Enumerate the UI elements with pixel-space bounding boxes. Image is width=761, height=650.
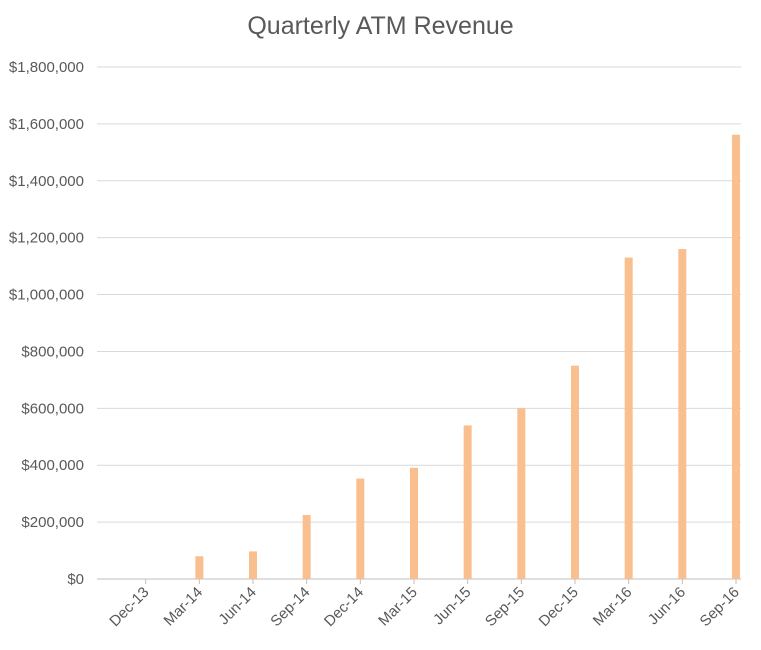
y-tick-label: $1,400,000 xyxy=(9,173,84,190)
x-tick-label: Sep-15 xyxy=(482,584,528,630)
bar xyxy=(410,467,418,579)
y-tick-label: $1,200,000 xyxy=(9,230,84,247)
chart-title: Quarterly ATM Revenue xyxy=(247,12,514,40)
bar xyxy=(302,515,311,579)
bar xyxy=(624,257,633,579)
bar xyxy=(732,134,740,579)
bar xyxy=(356,478,365,579)
y-tick-label: $1,600,000 xyxy=(9,116,84,133)
y-tick-label: $200,000 xyxy=(21,514,84,531)
y-tick-label: $0 xyxy=(67,571,84,588)
x-tick-label: Sep-16 xyxy=(697,584,743,630)
y-tick-label: $1,800,000 xyxy=(9,59,84,76)
y-tick-label: $600,000 xyxy=(21,400,84,417)
x-tick-label: Mar-15 xyxy=(375,584,421,630)
bar xyxy=(463,425,472,579)
y-tick-label: $800,000 xyxy=(21,343,84,360)
x-tick-label: Mar-14 xyxy=(161,584,207,630)
y-tick-label: $1,000,000 xyxy=(9,287,84,304)
bar xyxy=(517,408,526,579)
bar xyxy=(195,556,204,579)
y-tick-label: $400,000 xyxy=(21,457,84,474)
x-tick-label: Mar-16 xyxy=(590,584,636,630)
x-tick-label: Jun-16 xyxy=(645,584,689,628)
bar xyxy=(571,365,579,579)
x-tick-label: Sep-14 xyxy=(267,584,313,630)
x-tick-label: Dec-14 xyxy=(321,584,367,630)
x-tick-label: Jun-15 xyxy=(430,584,474,628)
bar xyxy=(249,551,257,579)
x-tick-label: Jun-14 xyxy=(215,584,259,628)
x-tick-label: Dec-13 xyxy=(106,584,152,630)
bar xyxy=(678,249,687,580)
x-tick-label: Dec-15 xyxy=(536,584,582,630)
